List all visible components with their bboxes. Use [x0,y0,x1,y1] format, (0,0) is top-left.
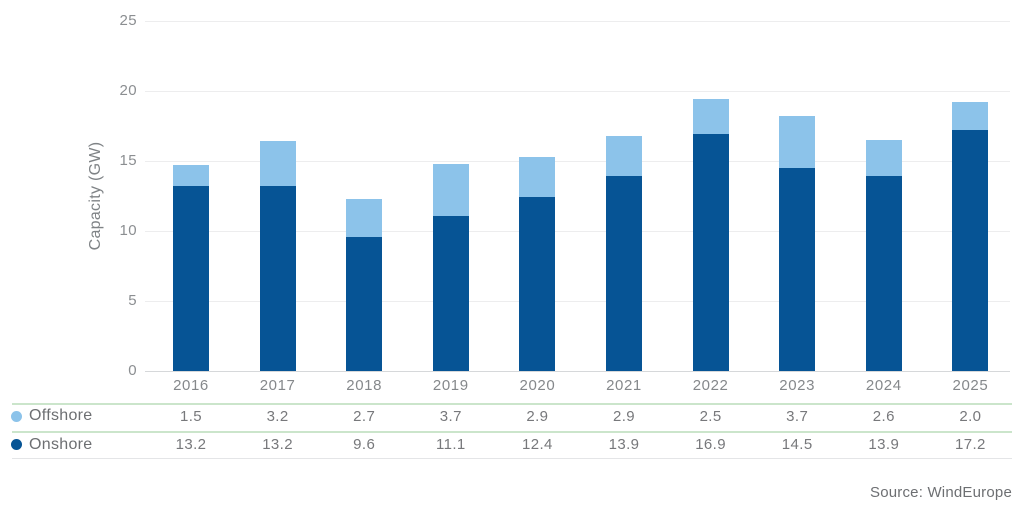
table-cell-onshore-2024: 13.9 [868,436,900,453]
bar-2017-offshore-segment [259,141,296,187]
bar-2019-offshore-segment [432,163,469,216]
table-cell-offshore-2018: 2.7 [353,407,376,425]
bar-2018-offshore-segment [346,198,383,237]
y-tick-label-0: 0 [128,362,137,379]
y-tick-label-5: 5 [128,292,137,309]
gridline-25 [145,21,1010,22]
table-cell-offshore-2021: 2.9 [612,407,636,425]
bar-2022-offshore-segment [692,99,729,135]
table-cell-offshore-2017: 3.2 [266,407,289,425]
y-tick-label-25: 25 [119,12,137,29]
x-tick-label-2019: 2019 [432,377,469,394]
gridline-20 [145,91,1010,92]
table-cell-offshore-2023: 3.7 [786,407,809,425]
gridline-15 [145,161,1010,162]
table-cell-offshore-2025: 2.0 [959,407,982,425]
x-tick-label-2020: 2020 [519,377,556,394]
bar-2017-onshore-segment [259,186,296,371]
bar-2019-onshore-segment [432,215,469,371]
bar-2020-onshore-segment [519,197,556,371]
table-divider-3 [12,458,1012,459]
table-cell-onshore-2021: 13.9 [608,436,640,453]
table-cell-onshore-2020: 12.4 [521,436,553,453]
x-tick-label-2023: 2023 [779,377,816,394]
y-tick-label-20: 20 [119,82,137,99]
bar-2021-onshore-segment [606,176,642,371]
bar-2016-offshore-segment [173,165,209,187]
table-cell-onshore-2019: 11.1 [435,436,466,453]
bar-2021-offshore-segment [606,135,642,177]
gridline-5 [145,301,1010,302]
table-cell-onshore-2025: 17.2 [954,436,986,453]
bar-2016-onshore-segment [173,186,209,371]
table-cell-onshore-2018: 9.6 [353,436,376,453]
x-tick-label-2024: 2024 [865,377,902,394]
x-tick-label-2016: 2016 [173,377,209,394]
bar-2018-onshore-segment [346,236,383,371]
table-cell-onshore-2023: 14.5 [781,436,813,453]
bar-2025-onshore-segment [952,130,989,371]
table-cell-onshore-2022: 16.9 [695,436,726,453]
table-cell-offshore-2019: 3.7 [439,407,462,425]
x-tick-label-2021: 2021 [606,377,642,394]
table-divider-2 [12,430,1012,433]
x-tick-label-2017: 2017 [259,377,296,394]
bar-2025-offshore-segment [952,102,989,131]
x-tick-label-2025: 2025 [952,377,989,394]
gridline-10 [145,231,1010,232]
x-tick-label-2018: 2018 [346,377,383,394]
source-label: Source: WindEurope [869,484,1012,501]
table-cell-offshore-2022: 2.5 [699,407,722,425]
table-cell-onshore-2017: 13.2 [262,436,293,453]
bar-2024-offshore-segment [865,140,902,177]
bar-2020-offshore-segment [519,156,556,198]
legend-label-onshore: Onshore [29,435,93,453]
y-axis-title: Capacity (GW) [87,141,104,251]
bar-2024-onshore-segment [865,176,902,371]
table-cell-offshore-2024: 2.6 [872,407,895,425]
y-tick-label-10: 10 [119,222,137,239]
bar-2023-offshore-segment [779,116,816,168]
x-tick-label-2022: 2022 [692,377,729,394]
legend-dot-onshore [11,439,22,450]
table-divider-1 [12,403,1012,405]
table-cell-onshore-2016: 13.2 [175,436,207,453]
gridline-0 [145,371,1010,372]
table-cell-offshore-2016: 1.5 [179,407,203,425]
bar-2023-onshore-segment [779,168,816,371]
legend-dot-offshore [11,410,22,422]
table-cell-offshore-2020: 2.9 [526,407,549,425]
bar-2022-onshore-segment [692,134,729,371]
y-tick-label-15: 15 [119,152,137,169]
legend-label-offshore: Offshore [29,407,93,424]
